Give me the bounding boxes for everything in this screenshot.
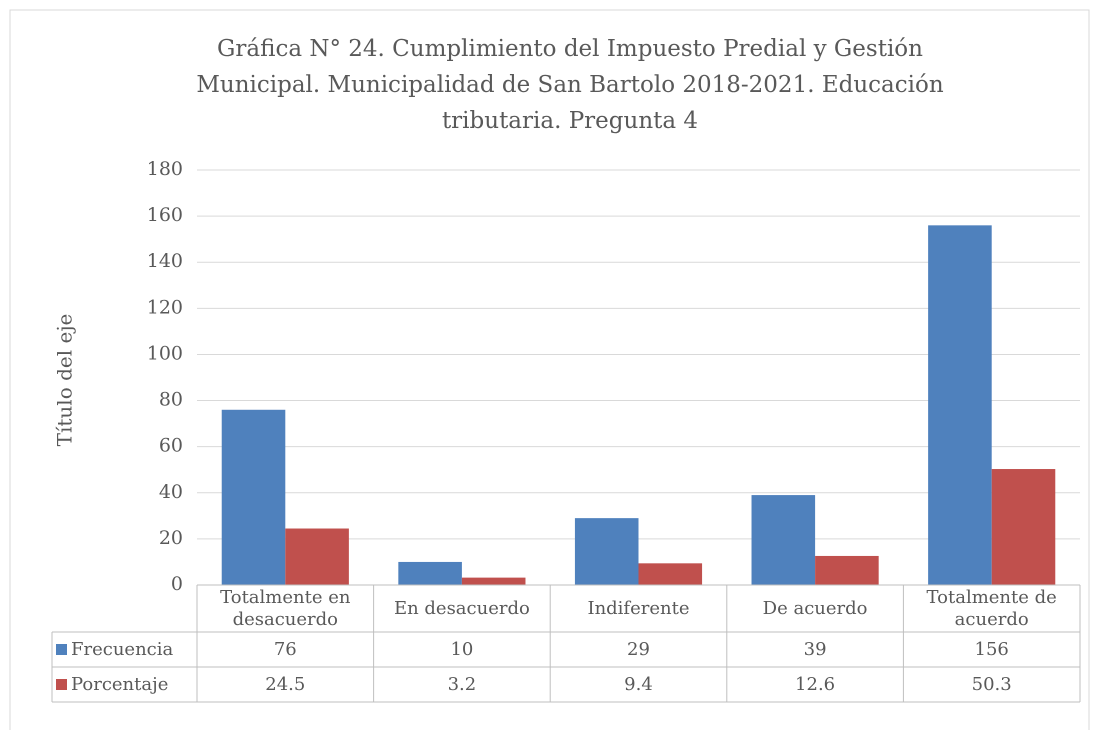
y-tick-label: 180 (147, 158, 183, 180)
y-tick-label: 40 (159, 481, 183, 503)
table-value: 24.5 (197, 667, 374, 702)
table-value: 10 (374, 632, 551, 667)
bar (815, 555, 879, 585)
x-tick-label-text: En desacuerdo (393, 597, 530, 619)
y-axis-title: Título del eje (53, 314, 77, 447)
table-value: 12.6 (727, 667, 904, 702)
legend-item: Frecuencia (52, 632, 197, 667)
legend-swatch (56, 644, 67, 655)
bar (221, 409, 286, 585)
x-tick-label-text: De acuerdo (762, 597, 868, 619)
legend-item: Porcentaje (52, 667, 197, 702)
table-value-text: 9.4 (624, 673, 653, 695)
y-tick-label: 80 (159, 389, 183, 411)
bar (751, 495, 816, 585)
table-value: 50.3 (903, 667, 1080, 702)
table-value-text: 156 (974, 638, 1009, 660)
x-tick-label: Indiferente (550, 585, 727, 632)
bar (928, 225, 992, 586)
bar (638, 563, 703, 585)
table-value-text: 24.5 (265, 673, 306, 695)
table-value: 29 (550, 632, 727, 667)
x-tick-label-text: Totalmente de acuerdo (926, 586, 1057, 630)
table-value-text: 3.2 (447, 673, 477, 695)
table-value: 9.4 (550, 667, 727, 702)
chart-border (9, 9, 1090, 730)
x-tick-label: En desacuerdo (374, 585, 551, 632)
y-tick-label: 160 (147, 204, 183, 226)
bar (461, 577, 526, 585)
table-value-text: 12.6 (795, 673, 836, 695)
table-value-text: 29 (627, 638, 650, 660)
bar (398, 561, 462, 585)
bar (285, 528, 349, 585)
table-value-text: 39 (803, 638, 827, 660)
bar (991, 469, 1056, 585)
table-value-text: 10 (450, 638, 474, 660)
y-tick-label: 140 (147, 250, 183, 272)
y-tick-label: 60 (159, 435, 183, 457)
table-value: 3.2 (374, 667, 551, 702)
chart-title: Municipal. Municipalidad de San Bartolo … (196, 72, 943, 98)
x-tick-label-text: Indiferente (587, 597, 690, 619)
bar (574, 518, 639, 585)
legend-swatch (56, 679, 67, 690)
table-value-text: 50.3 (971, 673, 1012, 695)
x-tick-label: Totalmente en desacuerdo (197, 585, 374, 632)
chart-title: tributaria. Pregunta 4 (442, 108, 698, 134)
x-tick-label: De acuerdo (727, 585, 904, 632)
table-value: 76 (197, 632, 374, 667)
legend-label: Frecuencia (71, 638, 174, 660)
chart-title: Gráfica N° 24. Cumplimiento del Impuesto… (217, 36, 923, 62)
table-value: 156 (903, 632, 1080, 667)
y-tick-label: 0 (171, 573, 183, 595)
x-tick-label-text: Totalmente en desacuerdo (220, 586, 351, 630)
table-value-text: 76 (273, 638, 297, 660)
y-tick-label: 20 (159, 527, 183, 549)
y-tick-label: 120 (147, 296, 183, 318)
legend-label: Porcentaje (71, 673, 169, 695)
y-tick-label: 100 (147, 342, 183, 364)
x-tick-label: Totalmente de acuerdo (903, 585, 1080, 632)
table-value: 39 (727, 632, 904, 667)
